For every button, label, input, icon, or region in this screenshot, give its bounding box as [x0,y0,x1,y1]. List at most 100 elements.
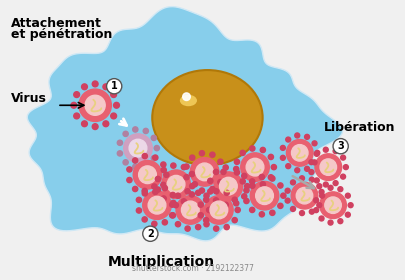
Circle shape [269,176,274,181]
Circle shape [155,176,160,181]
Circle shape [169,202,175,207]
Circle shape [204,196,232,224]
Ellipse shape [179,95,196,106]
Circle shape [123,131,128,136]
Circle shape [207,178,212,183]
Circle shape [290,206,295,211]
Text: 3: 3 [337,141,343,151]
Text: Virus: Virus [11,92,47,105]
Circle shape [316,203,321,208]
Circle shape [239,179,245,184]
Circle shape [124,134,152,162]
Circle shape [249,146,254,151]
Circle shape [155,187,160,192]
Circle shape [318,216,323,221]
Circle shape [198,202,203,207]
Text: Attachement: Attachement [11,17,102,30]
Circle shape [285,164,290,169]
Circle shape [294,133,299,138]
Circle shape [337,187,342,192]
Circle shape [129,139,147,157]
Circle shape [304,166,309,171]
Circle shape [189,155,194,160]
Circle shape [132,164,138,169]
Circle shape [171,200,175,206]
Circle shape [132,158,137,163]
Circle shape [133,160,161,189]
Circle shape [173,202,178,208]
Circle shape [233,166,238,172]
Circle shape [322,147,328,152]
Text: 1: 1 [111,81,117,91]
Circle shape [213,226,218,231]
Circle shape [175,221,180,227]
Circle shape [175,193,180,198]
Circle shape [182,93,190,101]
Circle shape [271,165,276,170]
Circle shape [222,165,228,170]
Circle shape [123,160,128,165]
Circle shape [243,188,248,193]
Circle shape [340,174,345,179]
Circle shape [319,192,345,218]
Circle shape [249,207,254,213]
Circle shape [311,141,316,146]
Circle shape [199,151,204,156]
Text: Multiplication: Multiplication [108,255,215,269]
Circle shape [185,189,190,194]
Circle shape [126,167,132,172]
Circle shape [285,137,290,142]
Circle shape [284,188,290,193]
Circle shape [280,145,285,150]
Circle shape [313,198,318,203]
Circle shape [79,89,111,122]
Circle shape [343,165,347,170]
Circle shape [170,213,175,218]
Circle shape [332,149,337,154]
Circle shape [249,181,278,210]
Circle shape [217,179,222,185]
Circle shape [232,218,237,223]
Circle shape [117,140,122,145]
Circle shape [162,220,167,225]
Circle shape [209,186,215,192]
Circle shape [189,171,194,177]
Circle shape [286,139,312,166]
Circle shape [268,175,273,180]
Circle shape [92,124,98,130]
Circle shape [143,128,148,134]
Circle shape [167,175,184,193]
Circle shape [183,174,189,180]
Circle shape [332,139,347,154]
Circle shape [255,187,273,204]
Circle shape [244,184,249,189]
Circle shape [296,187,312,204]
Circle shape [337,219,342,224]
Circle shape [345,193,350,198]
Circle shape [92,81,98,87]
Circle shape [260,182,265,187]
Circle shape [152,155,158,160]
Circle shape [340,155,345,160]
Circle shape [318,190,323,194]
Circle shape [160,182,166,188]
Circle shape [154,146,159,151]
Circle shape [316,184,321,189]
Circle shape [143,163,148,168]
Circle shape [217,159,222,164]
Circle shape [192,182,197,187]
Text: shutterstock.com · 2192122377: shutterstock.com · 2192122377 [132,264,254,273]
Circle shape [160,162,166,167]
Circle shape [324,197,341,213]
Circle shape [319,193,324,198]
Circle shape [195,163,213,181]
Circle shape [85,95,105,115]
Circle shape [291,144,307,161]
Circle shape [189,192,194,197]
Circle shape [277,183,282,188]
Circle shape [260,147,265,153]
Ellipse shape [152,70,262,165]
Circle shape [259,174,264,180]
Circle shape [280,193,285,198]
Circle shape [151,156,156,161]
